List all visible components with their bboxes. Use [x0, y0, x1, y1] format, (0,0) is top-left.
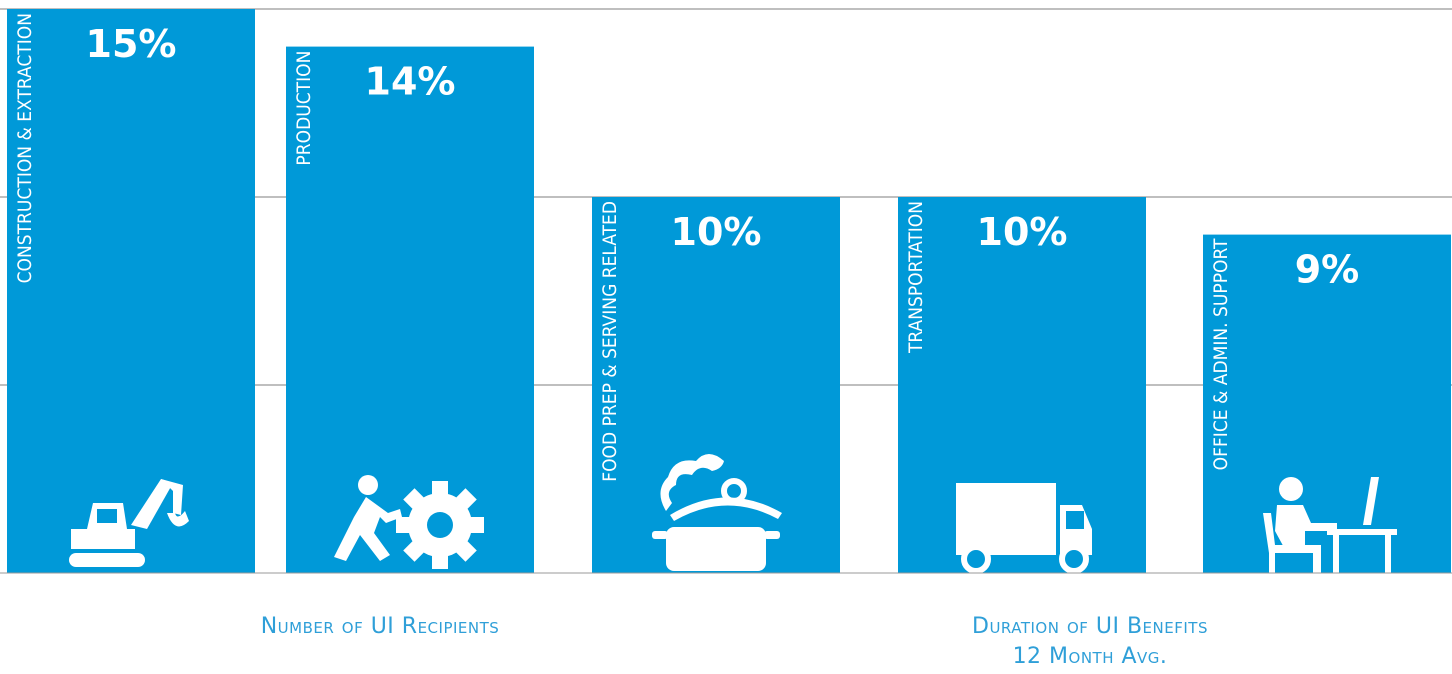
bar — [7, 9, 255, 573]
person-body — [1275, 505, 1337, 573]
footer-right-line1: Duration of UI Benefits — [972, 614, 1208, 639]
person-head — [1279, 477, 1303, 501]
excavator-track — [69, 553, 145, 567]
footer-left-label: Number of UI Recipients — [200, 612, 560, 642]
steam-cloud — [660, 454, 724, 511]
desk-leg-left — [1333, 535, 1339, 573]
value-label: 10% — [671, 210, 762, 254]
chair-back — [1263, 513, 1287, 553]
pot-handle-left — [652, 531, 668, 539]
footer-left-line: Number of UI Recipients — [260, 614, 500, 639]
person-at-desk-computer-icon — [1263, 477, 1397, 573]
pot-handle-right — [764, 531, 780, 539]
gear-hole — [427, 512, 453, 538]
truck-wheel-front — [1059, 544, 1089, 574]
category-label: PRODUCTION — [293, 51, 315, 166]
computer-monitor — [1363, 477, 1379, 525]
truck-cargo — [956, 483, 1056, 555]
value-label: 14% — [365, 60, 456, 104]
bar — [286, 46, 534, 574]
excavator-boom — [131, 479, 173, 529]
category-label: OFFICE & ADMIN. SUPPORT — [1210, 238, 1232, 470]
pot-body — [666, 527, 766, 571]
excavator-window — [97, 509, 117, 523]
cooking-pot-icon — [652, 454, 782, 571]
footer-right-line2: 12 Month Avg. — [1012, 644, 1168, 669]
excavator-icon — [69, 479, 189, 567]
truck-window — [1066, 511, 1084, 529]
worker-pushing-gear-icon — [334, 475, 484, 569]
category-label: CONSTRUCTION & EXTRACTION — [14, 13, 36, 283]
category-label: TRANSPORTATION — [905, 201, 927, 354]
truck-wheel-rear — [961, 544, 991, 574]
pot-lid — [670, 497, 782, 521]
worker-body — [334, 497, 402, 561]
bar — [592, 197, 840, 573]
bar — [1203, 234, 1451, 573]
gear-shape — [396, 481, 484, 569]
desk-leg-right — [1385, 535, 1391, 573]
desk-top — [1327, 529, 1397, 535]
value-label: 15% — [86, 22, 177, 66]
excavator-arm — [161, 479, 183, 515]
value-label: 9% — [1295, 248, 1360, 292]
worker-head — [358, 475, 378, 495]
footer-right-label: Duration of UI Benefits 12 Month Avg. — [880, 612, 1300, 672]
category-label: FOOD PREP & SERVING RELATED — [599, 201, 621, 482]
excavator-bucket — [167, 511, 189, 527]
value-label: 10% — [977, 210, 1068, 254]
delivery-truck-icon — [956, 483, 1092, 574]
excavator-body — [71, 529, 135, 549]
chair-leg — [1269, 553, 1275, 573]
